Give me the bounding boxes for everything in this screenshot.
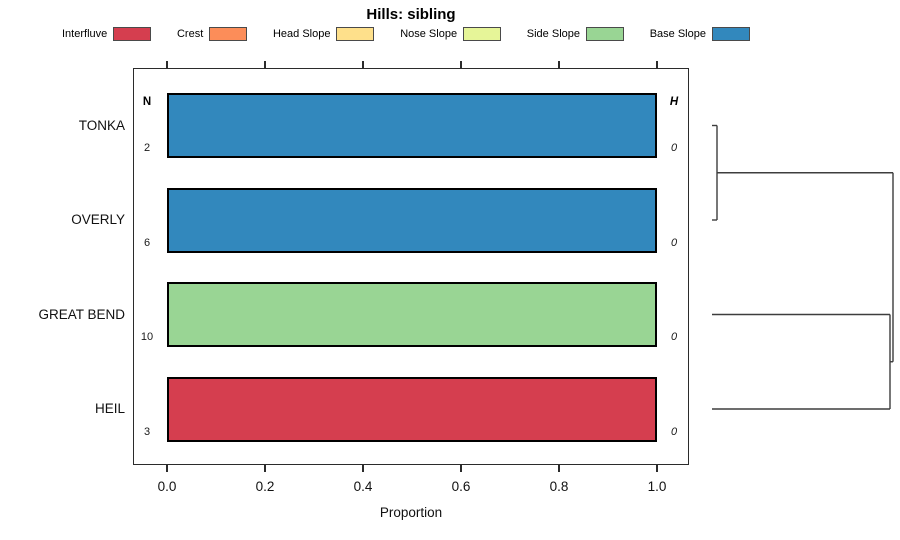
x-tick-mark-top <box>362 61 364 68</box>
x-tick-mark-top <box>460 61 462 68</box>
legend-color-swatch <box>586 26 624 41</box>
h-value: 0 <box>670 425 678 438</box>
x-tick-mark-bottom <box>558 465 560 472</box>
legend-color-swatch <box>336 26 375 41</box>
legend-item-label: Side Slope <box>526 27 580 40</box>
legend-item: Side Slope <box>526 26 624 41</box>
x-tick-mark-top <box>558 61 560 68</box>
x-tick-mark-bottom <box>166 465 168 472</box>
n-value: 6 <box>143 236 151 249</box>
legend-item-label: Head Slope <box>272 27 331 40</box>
x-tick-mark-top <box>656 61 658 68</box>
x-tick-label: 0.4 <box>353 479 373 494</box>
x-tick-label: 1.0 <box>647 479 667 494</box>
legend-item-label: Base Slope <box>649 27 706 40</box>
category-label: GREAT BEND <box>38 306 125 322</box>
h-column-header: H <box>669 96 679 108</box>
legend-item: Crest <box>176 26 248 41</box>
proportion-bar-great-bend <box>167 282 657 347</box>
h-value: 0 <box>670 331 678 343</box>
legend-color-swatch <box>711 26 750 41</box>
h-value: 0 <box>670 142 678 154</box>
x-tick-label: 0.8 <box>549 479 569 494</box>
x-tick-label: 0.2 <box>255 479 275 494</box>
x-tick-label: 0.0 <box>157 479 177 494</box>
legend-item-label: Interfluve <box>62 27 108 40</box>
x-tick-mark-bottom <box>460 465 462 472</box>
legend: Interfluve Crest Head Slope Nose Slope S… <box>62 26 750 41</box>
legend-color-swatch <box>209 26 248 41</box>
x-tick-label: 0.6 <box>451 479 471 494</box>
legend-item: Nose Slope <box>400 26 502 41</box>
n-column-header: N <box>142 96 152 108</box>
x-tick-mark-bottom <box>362 465 364 472</box>
proportion-bar-heil <box>167 376 657 442</box>
x-tick-mark-top <box>264 61 266 68</box>
legend-item-label: Nose Slope <box>400 27 458 40</box>
x-axis-title: Proportion <box>379 505 443 520</box>
proportion-bar-overly <box>167 187 657 253</box>
legend-item-label: Crest <box>176 27 204 40</box>
chart-title: Hills: sibling <box>366 6 456 23</box>
proportion-bar-tonka <box>167 93 657 158</box>
legend-color-swatch <box>113 26 152 41</box>
h-value: 0 <box>670 236 678 249</box>
n-value: 10 <box>140 331 154 343</box>
category-label: HEIL <box>94 401 125 416</box>
legend-item: Interfluve <box>62 26 152 41</box>
category-label: OVERLY <box>71 212 125 227</box>
x-tick-mark-bottom <box>656 465 658 472</box>
n-value: 3 <box>143 425 151 438</box>
legend-item: Head Slope <box>272 26 375 41</box>
legend-color-swatch <box>463 26 502 41</box>
x-tick-mark-bottom <box>264 465 266 472</box>
legend-item: Base Slope <box>649 26 750 41</box>
n-value: 2 <box>143 142 151 154</box>
x-tick-mark-top <box>166 61 168 68</box>
category-label: TONKA <box>78 117 125 133</box>
